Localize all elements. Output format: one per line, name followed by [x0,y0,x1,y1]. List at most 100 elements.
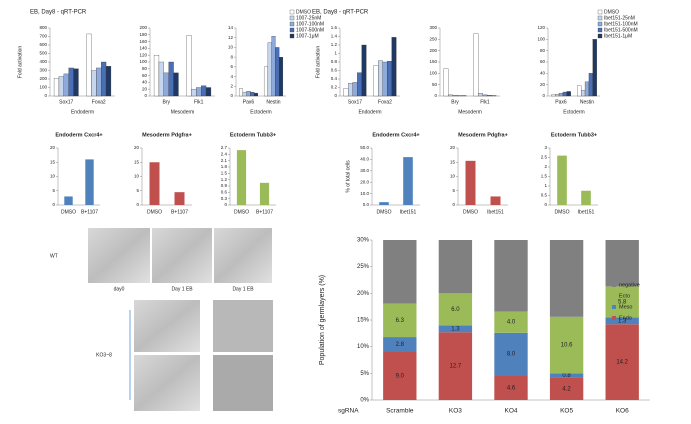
row-label: KO3~8 [96,352,112,358]
legend-label: Ibet151-25nM [604,15,635,21]
x-tick-label: Scramble [386,408,414,415]
bar [96,67,102,97]
x-tick-label: DMSO [61,209,76,215]
y-tick-label: 400 [39,59,47,64]
data-label: 9.0 [396,374,405,380]
bar [448,94,453,97]
x-tick-label: DMSO [377,209,392,215]
bar [168,61,174,97]
y-tick-label: 0.4 [331,76,338,81]
bar [205,87,212,97]
y-tick-label: 0 [434,93,437,98]
y-tick-label: 600 [39,42,47,47]
group-label: Endoderm [358,109,381,115]
bar [158,61,164,97]
bar [73,68,79,97]
data-label: 10.6 [561,343,573,349]
bar [253,92,259,97]
bar [373,65,379,97]
legend-label: Ecto [619,293,630,299]
legend-swatch [597,33,603,39]
y-tick-label: 20.0 [360,179,369,184]
data-label: 12.7 [450,364,462,370]
bar [236,150,247,205]
y-tick-label: 100 [139,59,147,64]
y-tick-label: 15 [134,159,140,164]
y-tick-label: 50 [432,82,438,87]
y-tick-label: 20 [50,145,56,150]
legend-swatch [289,15,295,21]
bar [348,83,353,97]
bar [246,90,251,97]
x-tick-label: Bry [163,99,171,105]
bar [191,89,197,97]
x-tick-label: Pax6 [555,99,567,105]
y-tick-label: 80 [540,48,546,53]
y-tick-label: 0 [136,202,139,207]
legend-swatch [289,27,295,33]
y-tick-label: 150 [429,59,437,64]
x-tick-label: KO5 [560,408,573,415]
bar-segment [605,286,639,318]
y-tick-label: 0 [224,202,227,207]
bar [357,72,362,97]
data-label: 6.3 [396,318,405,324]
y-tick-label: 25% [357,264,370,270]
y-tick-label: 20 [540,82,546,87]
x-tick-label: Ibet151 [578,209,595,215]
bar-segment [438,293,473,326]
y-tick-label: 0.9 [221,183,228,188]
y-tick-label: 1.2 [331,42,338,47]
bar [259,182,270,205]
y-tick-label: 20 [134,145,140,150]
legend-swatch [289,33,295,39]
chart-title: Ectoderm Tubb3+ [551,132,597,138]
micrograph [213,355,273,411]
legend-swatch [597,21,603,27]
y-tick-label: 20 [450,145,456,150]
x-tick-label: Foxa2 [92,99,106,105]
x-tick-label: Sox17 [59,99,73,105]
y-tick-label: 14 [228,25,234,30]
bar-segment [549,316,584,374]
y-tick-label: 300 [429,25,437,30]
y-tick-label: 0.8 [331,59,338,64]
micrograph [88,228,150,283]
legend-swatch [289,9,295,15]
legend-label: 1007-1μM [296,33,319,39]
bar [242,91,247,97]
y-tick-label: 0 [334,93,337,98]
group-label: Mesoderm [458,109,482,115]
bar [555,94,560,97]
legend-label: 1007-100nM [296,21,324,27]
bar [387,61,392,97]
y-tick-label: 1 [544,183,547,188]
y-tick-label: 2 [230,83,233,88]
y-tick-label: 0.2 [331,85,338,90]
y-tick-label: 0.5 [541,193,548,198]
group-label: Ectoderm [563,109,584,115]
y-tick-label: 200 [429,48,437,53]
bar [403,157,413,205]
legend-swatch [612,305,616,309]
chart-title: Mesoderm Pdgfra+ [142,132,192,138]
legend-label: negative [619,282,640,288]
y-axis-title: Fold activation [17,46,23,78]
bar-segment [383,337,417,352]
chart-title: Endoderm Cxcr4+ [55,132,102,138]
x-tick-label: Ibet151 [487,209,504,215]
bar [382,61,388,97]
legend-label: Ibet151-1μM [604,33,632,39]
y-tick-label: 30% [357,238,370,244]
y-tick-label: 5% [360,371,369,377]
bar [581,90,586,97]
y-tick-label: 180 [139,32,147,37]
bar [53,78,60,97]
bar [275,47,280,97]
bar [86,33,92,97]
bar [58,76,64,97]
y-tick-label: 50.0 [360,145,369,150]
bar [105,66,112,97]
y-tick-label: 40 [540,71,546,76]
